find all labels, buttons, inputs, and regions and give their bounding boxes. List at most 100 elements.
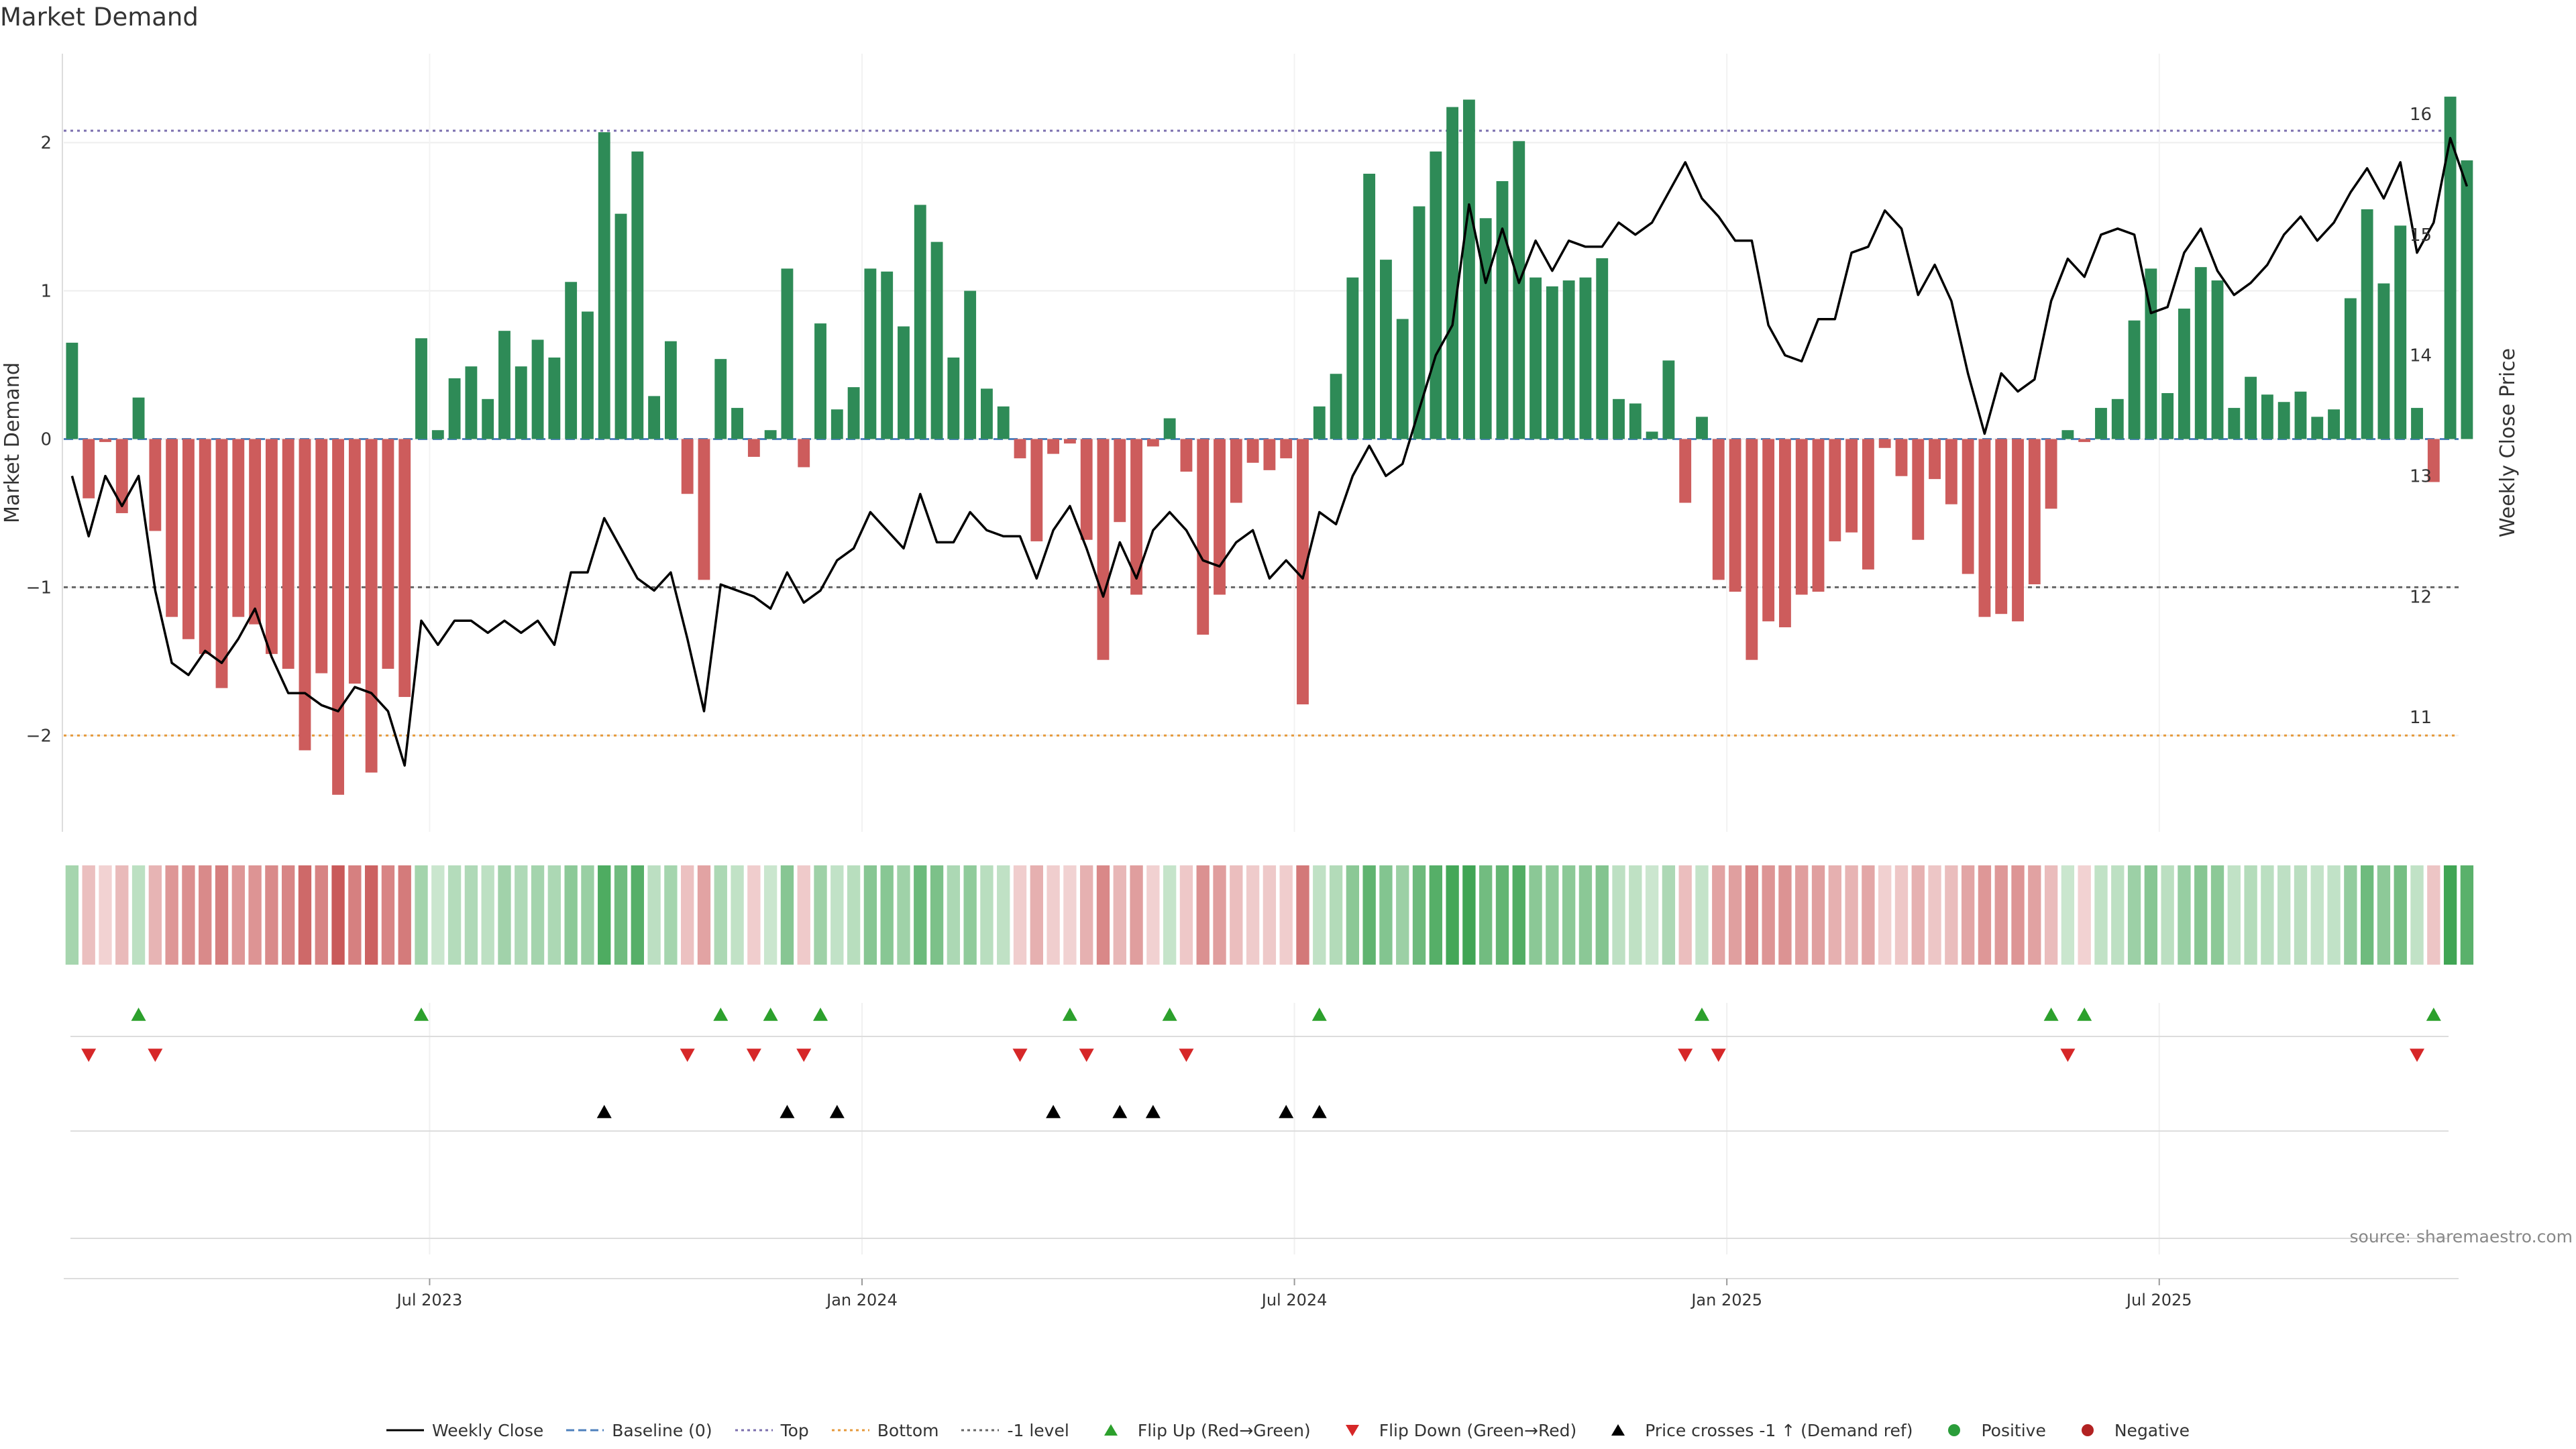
heat-strip-cell (714, 865, 727, 965)
demand-bar (1080, 439, 1093, 540)
demand-bar (1795, 439, 1808, 595)
price-cross-marker (596, 1105, 612, 1118)
legend-symbol-positive (1935, 1424, 1973, 1437)
legend-item-weekly-close: Weekly Close (386, 1421, 543, 1440)
demand-bar (66, 342, 78, 439)
heat-strip-cell (697, 865, 711, 965)
heat-strip-cell (131, 865, 146, 965)
heat-strip-cell (1279, 865, 1293, 965)
x-tick-label: Jul 2025 (2125, 1291, 2192, 1309)
heat-strip-cell (481, 865, 494, 965)
demand-bar (1230, 439, 1242, 503)
heat-strip-cell (1313, 865, 1326, 965)
price-cross-marker (829, 1105, 845, 1118)
heat-strip-cell (1429, 865, 1442, 965)
demand-bar (199, 439, 211, 654)
heat-strip-cell (1213, 865, 1226, 965)
flip-down-marker (1012, 1049, 1028, 1062)
heat-strip-cell (1778, 865, 1792, 965)
heat-strip-cell (99, 865, 112, 965)
legend-item-flip-up: Flip Up (Red→Green) (1092, 1421, 1311, 1440)
legend-symbol-cross (1599, 1424, 1637, 1437)
flip-up-marker (1311, 1008, 1327, 1021)
heat-strip-cell (2460, 865, 2474, 965)
legend-symbol-negative (2069, 1424, 2106, 1437)
demand-bar (1413, 206, 1426, 439)
demand-bar (1696, 417, 1708, 439)
x-tick-label: Jul 2023 (396, 1291, 463, 1309)
y-axis-title: Market Demand (1, 362, 24, 523)
heat-strip-cell (1945, 865, 1958, 965)
demand-bar (864, 268, 877, 439)
heat-strip-cell (1346, 865, 1360, 965)
demand-bar (1829, 439, 1841, 541)
demand-bar (681, 439, 694, 494)
heat-strip-cell (1329, 865, 1343, 965)
heat-strip-cell (498, 865, 511, 965)
heat-strip-cell (115, 865, 129, 965)
x-tick-label: Jan 2025 (1690, 1291, 1762, 1309)
demand-bar (531, 339, 544, 439)
demand-bar (1130, 439, 1142, 595)
heat-strip-cell (182, 865, 195, 965)
demand-heat-strip (65, 865, 2474, 965)
weekly-close-line (70, 137, 2469, 767)
flip-down-marker (680, 1049, 695, 1062)
demand-bar (1446, 107, 1459, 439)
heat-strip-cell (1063, 865, 1077, 965)
heat-strip-cell (2377, 865, 2391, 965)
demand-bar (1396, 319, 1409, 439)
demand-bar (1646, 431, 1658, 439)
demand-bar (1762, 439, 1775, 622)
demand-bar (398, 439, 411, 697)
heat-strip-cell (614, 865, 628, 965)
heat-strip-cell (2194, 865, 2208, 965)
heat-strip-cell (2011, 865, 2025, 965)
demand-bar (2245, 376, 2257, 439)
demand-bar (515, 366, 527, 439)
heat-strip-cell (997, 865, 1010, 965)
heat-strip-cell (2028, 865, 2041, 965)
heat-strip-cell (464, 865, 478, 965)
chart-title: Market Demand (0, 3, 199, 32)
demand-bar (1978, 439, 1991, 617)
heat-strip-cell (731, 865, 744, 965)
price-cross-marker (1311, 1105, 1327, 1118)
demand-bar (731, 408, 743, 439)
y-tick-label: −2 (26, 726, 52, 746)
heat-strip-cell (747, 865, 761, 965)
demand-bar (299, 439, 311, 751)
demand-bar (1579, 277, 1592, 439)
heat-strip-cell (1013, 865, 1027, 965)
heat-strip-cell (1695, 865, 1709, 965)
flip-down-marker (148, 1049, 163, 1062)
demand-bar (1912, 439, 1925, 540)
y-tick-label: 0 (40, 429, 52, 449)
demand-bar (2211, 280, 2224, 439)
heat-strip-cell (398, 865, 411, 965)
heat-strip-cell (1046, 865, 1060, 965)
demand-bars (66, 97, 2473, 795)
legend-symbol-flip-up (1092, 1424, 1130, 1437)
demand-bar (1114, 439, 1126, 523)
demand-bar (2028, 439, 2041, 585)
x-axis: Jul 2023 Jan 2024 Jul 2024 Jan 2025 Jul 2025 (64, 1278, 2459, 1309)
heat-strip-cell (2044, 865, 2058, 965)
legend-label: Negative (2114, 1420, 2190, 1440)
heat-strip-cell (1412, 865, 1426, 965)
heat-strip-cell (2360, 865, 2374, 965)
legend-label: -1 level (1007, 1420, 1069, 1440)
demand-bar (1895, 439, 1908, 476)
demand-bar (1246, 439, 1259, 463)
demand-bar (1845, 439, 1858, 533)
demand-bar (382, 439, 394, 669)
flip-up-marker (2426, 1008, 2441, 1021)
demand-bar (598, 132, 610, 439)
demand-bar (1629, 403, 1642, 439)
heat-strip-cell (1961, 865, 1975, 965)
flip-up-marker (763, 1008, 778, 1021)
heat-strip-cell (2161, 865, 2174, 965)
demand-bar (1047, 439, 1060, 454)
demand-bar (747, 439, 760, 457)
demand-bar (348, 439, 361, 684)
